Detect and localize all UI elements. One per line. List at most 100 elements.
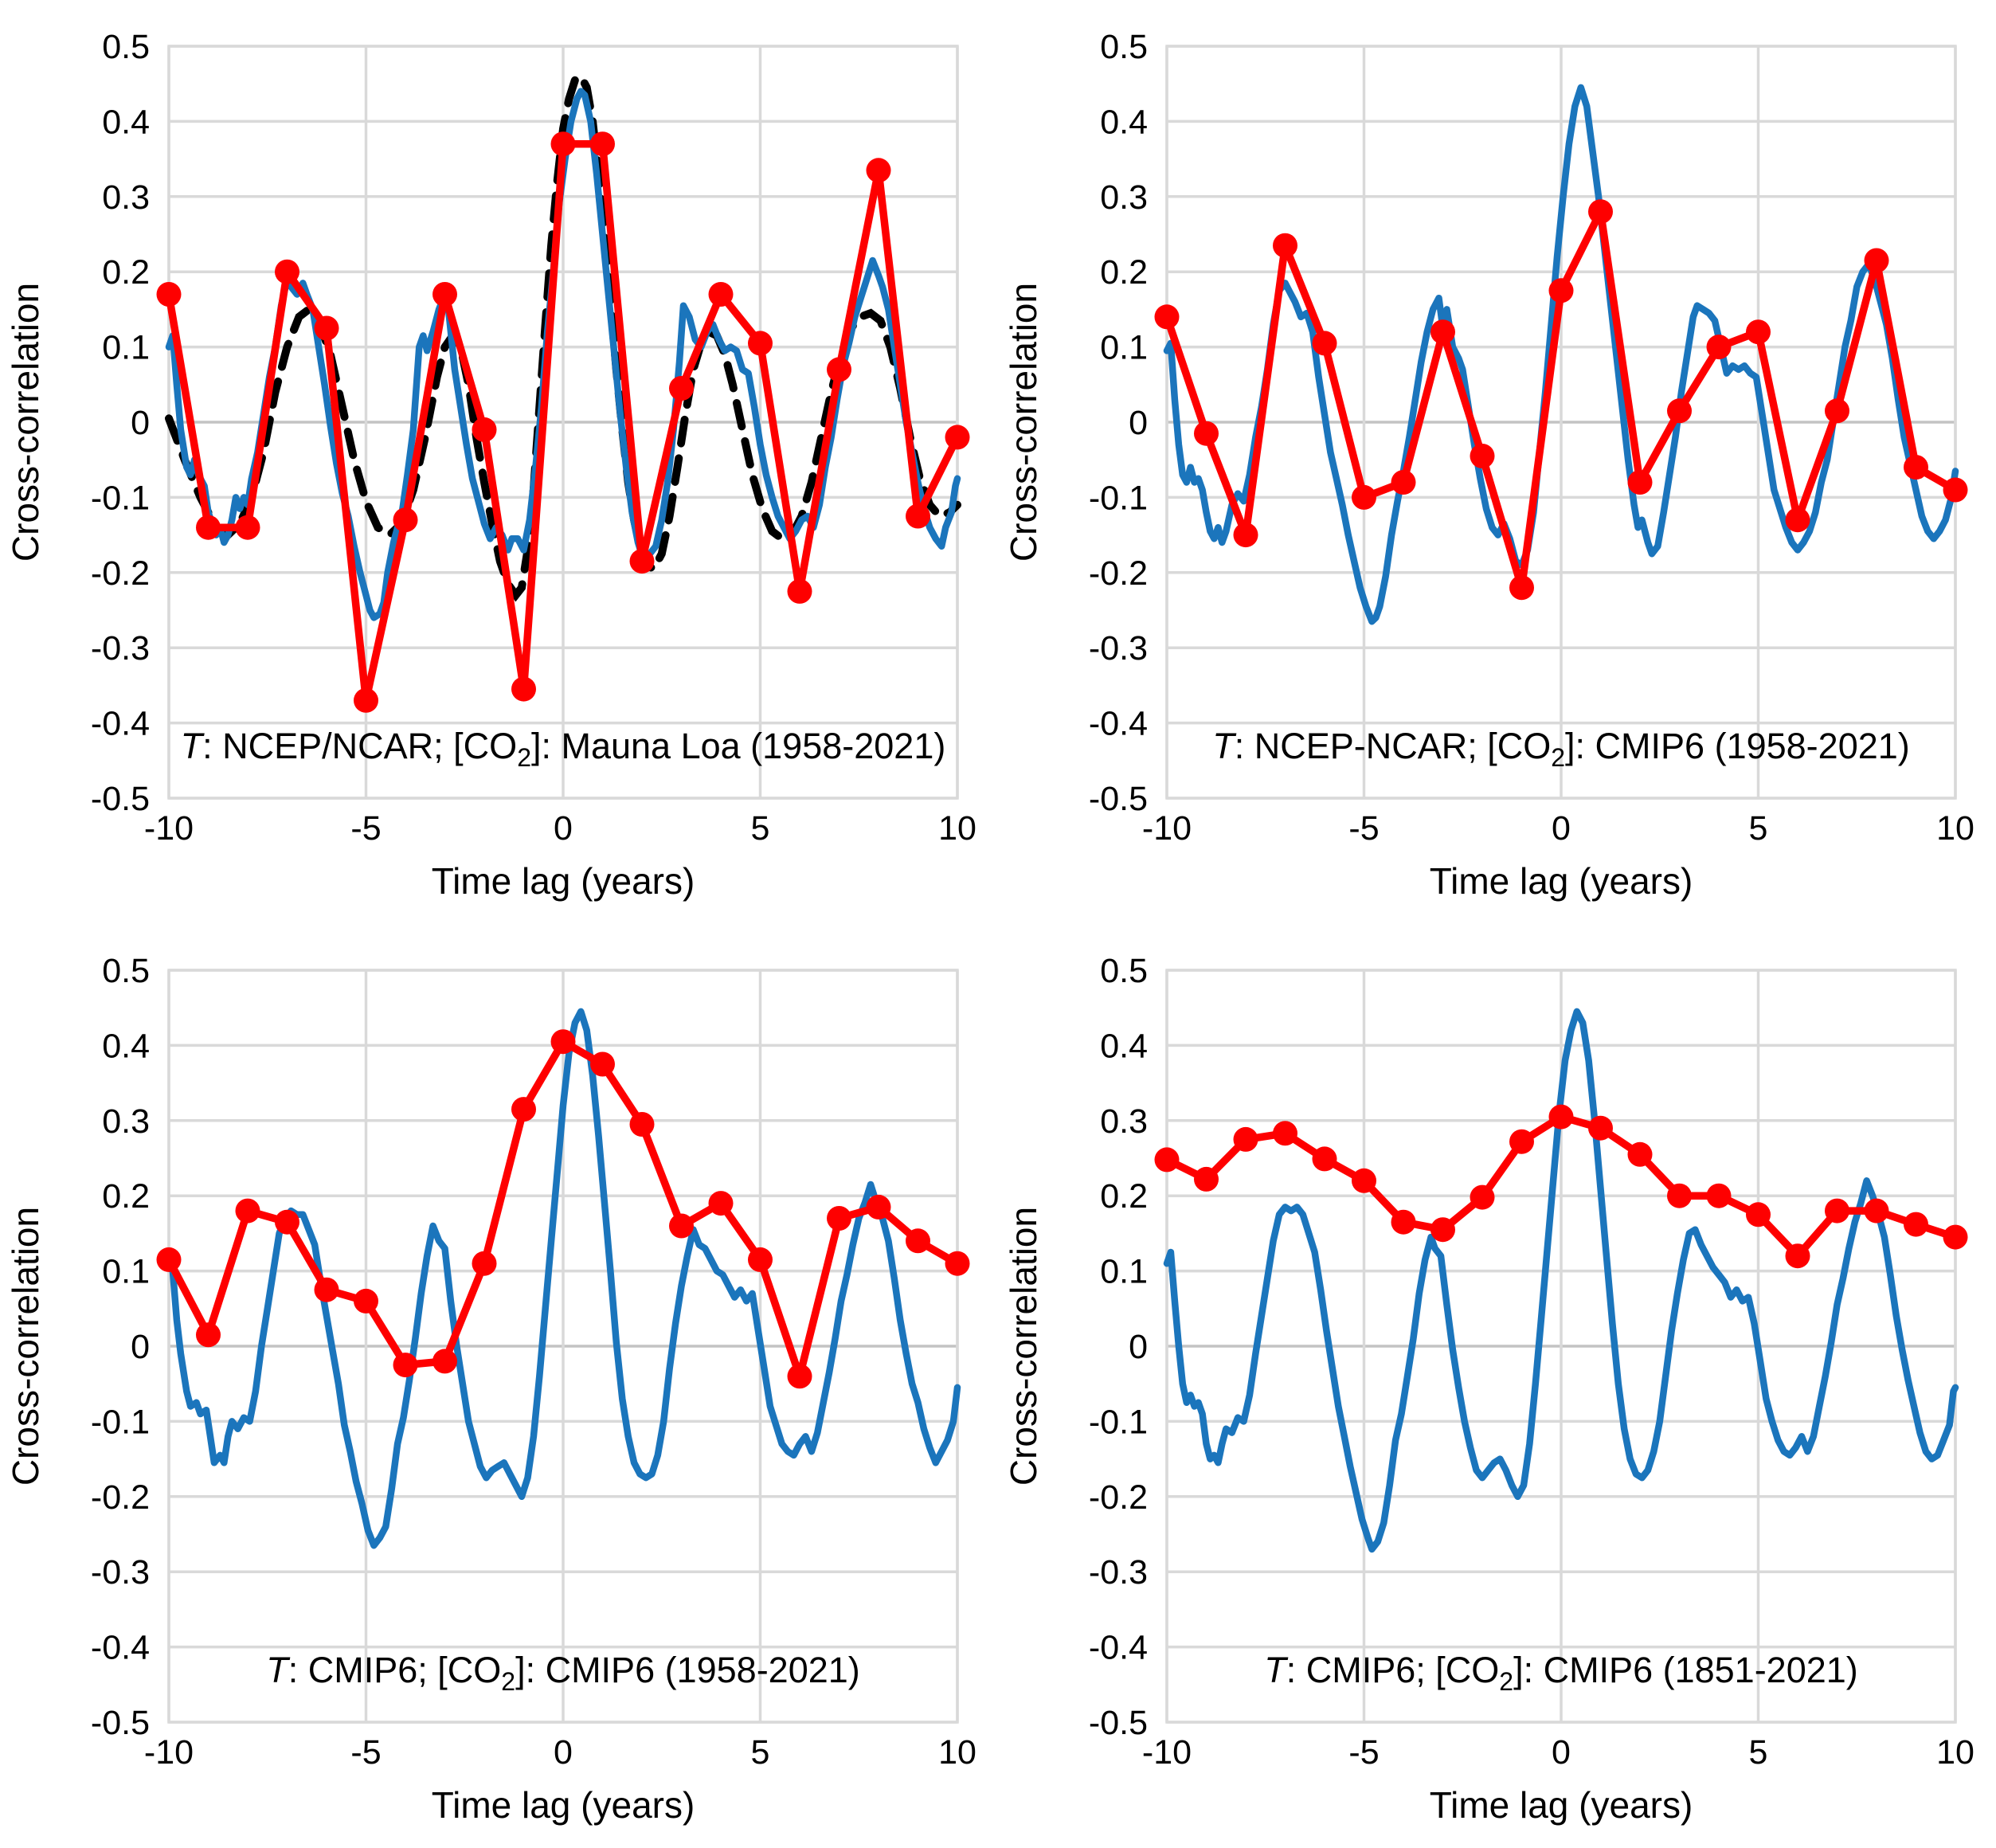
data-point-marker: [1627, 1141, 1653, 1167]
y-tick-label: -0.3: [1089, 629, 1148, 668]
data-point-marker: [472, 1251, 497, 1276]
data-point-marker: [1194, 1166, 1219, 1192]
y-tick-label: -0.1: [1089, 1403, 1148, 1441]
y-tick-label: 0.3: [1100, 178, 1148, 217]
x-tick-label: -5: [350, 809, 381, 848]
y-tick-label: 0.2: [1100, 253, 1148, 292]
data-point-marker: [1352, 1168, 1376, 1193]
y-tick-label: 0.5: [1100, 952, 1148, 990]
x-tick-label: -10: [1142, 809, 1192, 848]
data-point-marker: [511, 676, 536, 702]
y-tick-label: -0.3: [1089, 1553, 1148, 1592]
data-point-marker: [906, 1228, 930, 1254]
data-point-marker: [1470, 1184, 1495, 1210]
data-point-marker: [1391, 1209, 1416, 1235]
panel-top-left: 0.5 0.4 0.3 0.2 0.1 0 -0.1 -0.2 -0.3 -0.4 -0.5 -10 -…: [0, 0, 998, 924]
y-tick-label: 0: [131, 404, 150, 442]
data-point-marker: [314, 1277, 339, 1302]
data-point-marker: [354, 1288, 378, 1314]
x-tick-label: 0: [1552, 809, 1571, 848]
data-point-marker: [748, 331, 773, 356]
data-point-marker: [827, 1206, 851, 1231]
data-point-marker: [1864, 1198, 1889, 1224]
series-annual-red-markers: [1154, 199, 1968, 601]
y-tick-label: -0.3: [91, 629, 150, 668]
data-point-marker: [393, 1353, 418, 1378]
panel-caption: T: CMIP6; [CO2]: CMIP6 (1958-2021): [266, 1650, 860, 1696]
series-smoothed-dashed-line: [165, 70, 961, 602]
data-point-marker: [1825, 1198, 1849, 1224]
series-monthly-blue-line: [1163, 1008, 1959, 1553]
data-point-marker: [235, 1198, 260, 1224]
panel-caption: T: CMIP6; [CO2]: CMIP6 (1851-2021): [1264, 1650, 1858, 1696]
chart-bottom-right: 0.5 0.4 0.3 0.2 0.1 0 -0.1 -0.2 -0.3 -0.4 -0.5-10 -…: [1003, 952, 1974, 1826]
y-tick-label: -0.4: [1089, 705, 1148, 743]
data-point-marker: [1588, 1115, 1613, 1141]
x-tick-label: -5: [1348, 1733, 1379, 1772]
x-tick-label: 0: [554, 1733, 573, 1772]
y-axis-title: Cross-correlation: [1003, 283, 1044, 562]
plot-border: [167, 969, 959, 1724]
series-annual-red-markers: [1154, 1104, 1968, 1269]
y-tick-label: 0: [131, 1328, 150, 1366]
y-tick-label: 0: [1129, 404, 1148, 442]
y-tick-label: 0.5: [102, 952, 150, 990]
data-point-marker: [1430, 319, 1455, 345]
panel-bottom-right: 0.5 0.4 0.3 0.2 0.1 0 -0.1 -0.2 -0.3 -0.4 -0.5 -10 -…: [998, 924, 1996, 1848]
y-axis-title: Cross-correlation: [5, 283, 46, 562]
data-point-marker: [827, 357, 851, 382]
y-tick-label: 0.5: [1100, 28, 1148, 66]
data-point-marker: [1391, 470, 1416, 495]
data-point-marker: [945, 1251, 970, 1276]
y-tick-label: -0.1: [91, 1403, 150, 1441]
data-point-marker: [866, 158, 891, 183]
data-point-marker: [1273, 233, 1297, 258]
data-point-marker: [314, 315, 339, 341]
data-point-marker: [196, 1322, 221, 1348]
y-axis-title: Cross-correlation: [1003, 1207, 1044, 1486]
y-tick-label: 0.2: [1100, 1177, 1148, 1216]
y-tick-label: 0.1: [102, 329, 150, 367]
data-point-marker: [472, 417, 497, 442]
data-point-marker: [787, 1364, 812, 1389]
y-tick-label: -0.5: [1089, 780, 1148, 818]
data-point-marker: [866, 1194, 891, 1220]
x-axis-title: Time lag (years): [1430, 1784, 1693, 1826]
data-point-marker: [1904, 455, 1928, 480]
data-point-marker: [393, 507, 418, 533]
data-point-marker: [708, 282, 734, 307]
y-tick-label: 0.4: [1100, 1027, 1148, 1065]
x-tick-label: 10: [938, 1733, 976, 1772]
plot-border: [1165, 45, 1957, 800]
data-point-marker: [1154, 304, 1180, 330]
y-tick-label: 0.5: [102, 28, 150, 66]
data-point-marker: [1509, 575, 1534, 601]
y-tick-label: -0.4: [91, 1629, 150, 1667]
data-point-marker: [906, 503, 930, 529]
y-tick-label: -0.1: [1089, 479, 1148, 517]
data-point-marker: [1470, 444, 1495, 468]
data-point-marker: [1943, 477, 1968, 503]
data-point-marker: [354, 687, 378, 713]
data-point-marker: [196, 515, 221, 540]
data-point-marker: [1667, 1183, 1692, 1208]
data-point-marker: [1706, 1183, 1732, 1208]
data-point-marker: [511, 1097, 536, 1122]
data-point-marker: [432, 1349, 457, 1374]
data-point-marker: [1785, 1243, 1810, 1269]
y-tick-label: -0.5: [1089, 1704, 1148, 1742]
panel-top-right: 0.5 0.4 0.3 0.2 0.1 0 -0.1 -0.2 -0.3 -0.4 -0.5 -10 -…: [998, 0, 1996, 924]
data-point-marker: [550, 131, 576, 157]
data-point-marker: [1548, 278, 1574, 303]
data-point-marker: [590, 131, 615, 157]
data-point-marker: [1233, 1126, 1258, 1152]
y-tick-label: 0.1: [102, 1253, 150, 1291]
data-point-marker: [1904, 1212, 1928, 1237]
data-point-marker: [156, 282, 182, 307]
series-annual-red-markers: [156, 131, 970, 713]
data-point-marker: [1312, 1146, 1337, 1172]
data-point-marker: [1943, 1224, 1968, 1250]
y-tick-label: -0.2: [1089, 554, 1148, 593]
data-point-marker: [1746, 1202, 1771, 1227]
